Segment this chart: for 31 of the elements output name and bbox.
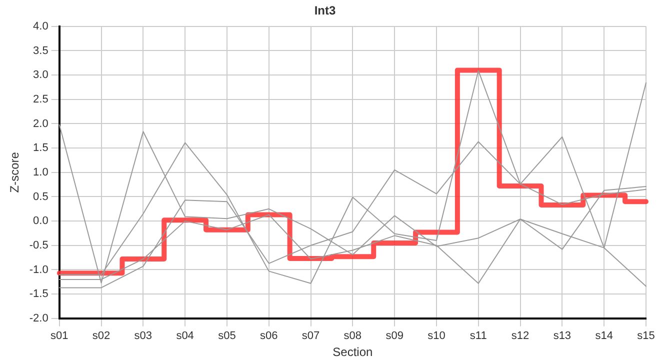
y-tick-label: 2.5 (33, 93, 48, 106)
x-tick-label: s10 (428, 330, 446, 342)
x-tick-label: s05 (218, 330, 236, 342)
x-tick-label: s12 (511, 330, 530, 342)
x-tick-label: s03 (134, 330, 152, 342)
x-tick-label: s08 (344, 330, 362, 342)
x-axis-title: Section (332, 345, 373, 360)
x-tick-label: s07 (302, 330, 320, 342)
y-tick-label: 0.0 (33, 215, 48, 228)
y-tick-label: 4.0 (33, 20, 48, 32)
y-tick-label: 1.5 (33, 142, 48, 154)
chart-title: Int3 (314, 4, 336, 18)
x-tick-label: s04 (176, 330, 194, 342)
x-tick-label: s09 (386, 330, 404, 342)
x-tick-label: s14 (595, 330, 613, 342)
y-tick-label: -1.5 (29, 288, 48, 300)
y-tick-label: -1.0 (29, 264, 48, 276)
y-tick-label: -2.0 (29, 312, 48, 324)
y-tick-label: 0.5 (33, 190, 48, 203)
x-tick-label: s11 (470, 330, 487, 342)
y-tick-label: 3.0 (33, 69, 48, 82)
x-tick-label: s06 (260, 330, 278, 342)
y-tick-label: 1.0 (33, 166, 48, 178)
x-tick-label: s13 (553, 330, 572, 342)
y-tick-label: 3.5 (33, 44, 48, 57)
x-tick-label: s01 (50, 330, 68, 342)
y-axis-title: Z-score (8, 152, 22, 193)
x-tick-label: s15 (637, 330, 655, 342)
y-tick-label: 2.0 (33, 118, 48, 130)
x-tick-label: s02 (92, 330, 110, 342)
y-tick-label: -0.5 (29, 239, 48, 252)
